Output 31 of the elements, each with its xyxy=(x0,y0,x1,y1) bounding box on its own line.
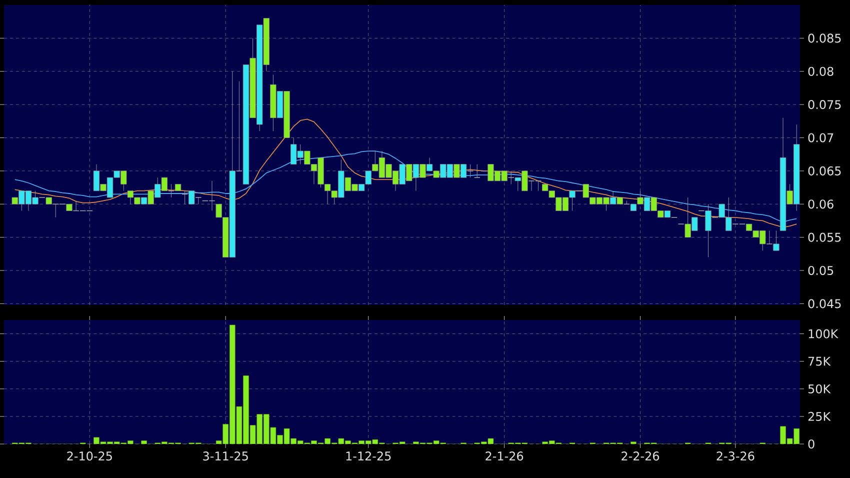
x-tick-label: 2-2-26 xyxy=(622,452,660,461)
y-tick-label: 0.06 xyxy=(808,200,834,209)
y-tick-label: 50K xyxy=(808,384,831,394)
bar xyxy=(256,414,262,444)
bar xyxy=(264,414,270,444)
x-tick-label: 2-1-26 xyxy=(486,452,524,461)
y-tick-label: 0.05 xyxy=(808,266,834,276)
y-tick-label: 0 xyxy=(808,439,814,449)
y-tick-label: 75K xyxy=(808,356,831,366)
x-tick-label: 2-3-26 xyxy=(716,452,754,461)
y-tick-label: 100K xyxy=(808,329,838,338)
candlestick xyxy=(236,81,242,172)
x-tick-label: 2-10-25 xyxy=(67,452,112,461)
candlestick xyxy=(508,170,514,184)
candlestick xyxy=(467,164,474,178)
y-tick-label: 0.08 xyxy=(808,66,834,76)
y-tick-label: 25K xyxy=(808,412,831,421)
candlestick xyxy=(766,230,773,244)
candlestick xyxy=(188,190,195,204)
bar xyxy=(230,324,236,444)
y-tick-label: 0.075 xyxy=(808,100,841,110)
candlestick xyxy=(195,197,202,204)
y-tick-label: 0.065 xyxy=(808,166,841,176)
y-tick-label: 0.085 xyxy=(808,34,841,43)
candlestick xyxy=(474,164,480,178)
y-tick-label: 0.07 xyxy=(808,133,834,142)
bar xyxy=(243,376,249,444)
x-tick-label: 3-11-25 xyxy=(203,452,248,461)
y-tick-label: 0.045 xyxy=(808,299,841,308)
y-tick-label: 0.055 xyxy=(808,232,841,242)
x-tick-label: 1-12-25 xyxy=(346,452,391,461)
